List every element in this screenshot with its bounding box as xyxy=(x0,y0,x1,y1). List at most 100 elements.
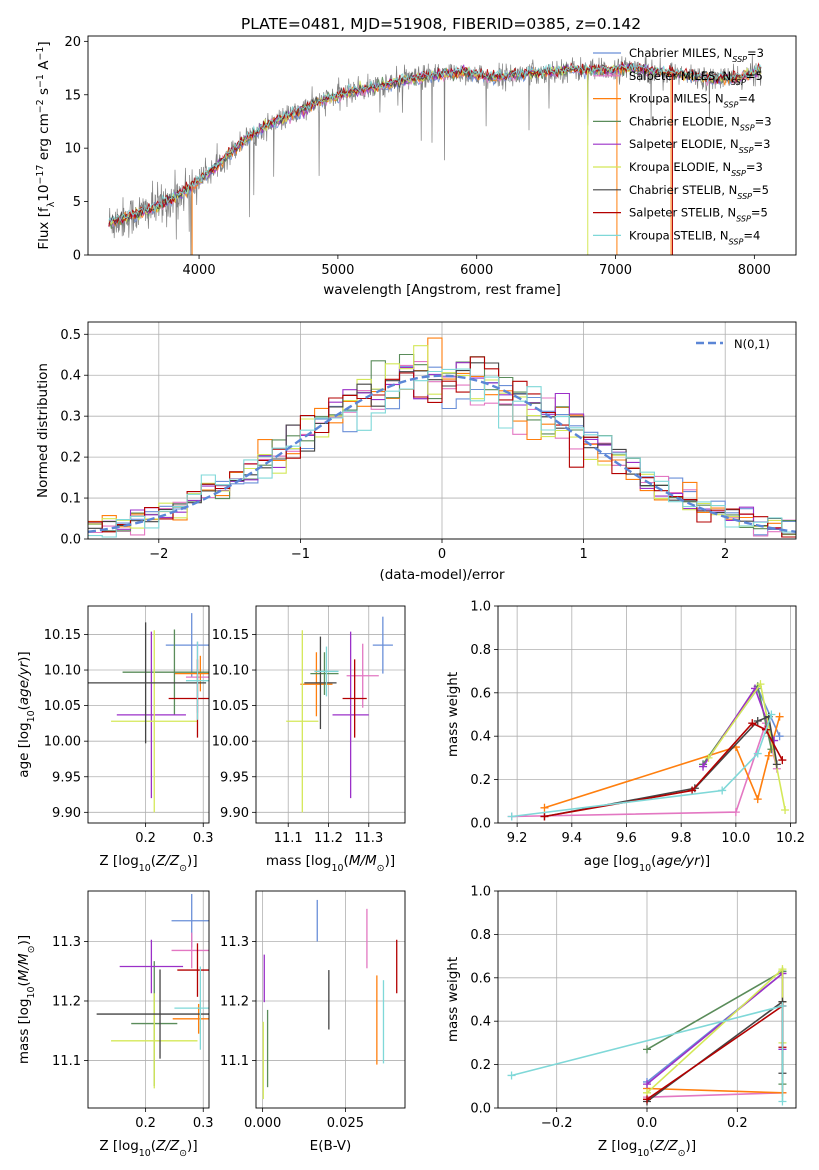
x-tick-label: −2 xyxy=(149,547,168,562)
y-tick-label: 11.1 xyxy=(220,1054,249,1069)
weight-line xyxy=(646,1004,784,1100)
normal-curve xyxy=(88,374,796,533)
model-spectrum-line xyxy=(108,62,762,224)
y-tick-label: 20 xyxy=(64,35,81,50)
y-tick-label: 11.3 xyxy=(220,935,249,950)
x-tick-label: 0 xyxy=(438,547,446,562)
spectrum-lines xyxy=(108,54,762,255)
axes-frame xyxy=(87,321,797,540)
legend-entry: Salpeter ELODIE, NSSP=3 xyxy=(629,137,770,155)
x-tick-label: 4000 xyxy=(183,263,216,278)
legend-entry: Kroupa MILES, NSSP=4 xyxy=(629,92,755,110)
y-tick-label: 11.3 xyxy=(52,935,81,950)
x-tick-label: 7000 xyxy=(599,263,632,278)
residuals-panel: −2 −1 0 1 2 0.0 0.1 0.2 0.3 0.4 0.5 (data-model)/er… xyxy=(35,321,797,583)
y-axis-label: age [log10(age/yr)] xyxy=(16,651,37,777)
weight-marker xyxy=(778,1097,787,1106)
weight-marker xyxy=(778,756,787,765)
legend: Chabrier MILES, NSSP=3 Salpeter MILES, NS… xyxy=(593,46,772,246)
weight-marker xyxy=(507,1071,516,1080)
residual-histogram xyxy=(88,356,796,538)
x-tick-label: 11.1 xyxy=(274,831,303,846)
y-tick-label: 0.8 xyxy=(470,643,491,658)
x-axis-label: Z [log10(Z/Z⊙)] xyxy=(99,853,197,874)
x-tick-label: 0.000 xyxy=(244,1116,281,1131)
weight-marker xyxy=(643,1045,651,1054)
y-tick-label: 0.0 xyxy=(60,533,81,548)
errorbar-group xyxy=(88,613,209,813)
axes-frame xyxy=(255,890,406,1109)
x-tick-label: 1 xyxy=(579,547,587,562)
weight-marker xyxy=(699,762,708,771)
weight-marker xyxy=(748,719,757,728)
weight-line xyxy=(511,714,773,818)
x-axis-label: mass [log10(M/M⊙)] xyxy=(266,853,395,874)
y-tick-label: 9.90 xyxy=(220,806,249,821)
x-tick-label: 2 xyxy=(721,547,729,562)
y-tick-label: 0.6 xyxy=(470,686,491,701)
x-axis-label: age [log10(age/yr)] xyxy=(584,853,710,874)
age-vs-mass-panel: 11.1 11.2 11.3 9.90 9.95 10.00 10.05 10.10 10.15… xyxy=(212,605,406,874)
weight-line xyxy=(646,967,784,1094)
y-tick-label: 0.4 xyxy=(470,730,491,745)
legend-entry: Salpeter MILES, NSSP=5 xyxy=(629,69,763,87)
residual-histogram xyxy=(88,368,796,538)
x-axis-label: (data-model)/error xyxy=(379,567,505,583)
axes-frame xyxy=(255,605,406,824)
weight-line xyxy=(511,720,778,818)
weight-marker xyxy=(507,812,516,821)
weight-marker xyxy=(775,712,784,721)
y-tick-label: 0.5 xyxy=(60,328,81,343)
weight-marker xyxy=(772,760,781,769)
weight-marker xyxy=(643,1095,651,1104)
x-tick-label: 9.6 xyxy=(616,831,637,846)
x-tick-label: 8000 xyxy=(738,263,771,278)
weight-lines xyxy=(507,965,787,1106)
y-tick-label: 0.2 xyxy=(470,773,491,788)
weight-marker xyxy=(764,751,773,760)
weight-line xyxy=(646,1000,784,1103)
weight-line xyxy=(702,684,773,765)
y-tick-label: 1.0 xyxy=(470,885,491,900)
weight-marker xyxy=(778,1002,787,1011)
x-tick-label: 6000 xyxy=(460,263,493,278)
y-tick-label: 11.2 xyxy=(220,994,249,1009)
y-tick-label: 0.3 xyxy=(60,410,81,425)
y-tick-label: 9.95 xyxy=(220,770,249,785)
histogram-group xyxy=(88,337,796,538)
y-tick-label: 15 xyxy=(64,88,81,103)
weight-marker xyxy=(775,732,784,741)
legend-entry: Chabrier MILES, NSSP=3 xyxy=(629,46,764,64)
x-tick-label: 0.2 xyxy=(135,831,156,846)
y-axis-label: Flux [fλ10−17 erg cm−2 s−1 A−1] xyxy=(35,41,57,249)
y-tick-label: 10.15 xyxy=(44,628,81,643)
mass-vs-extinction-panel: 0.000 0.025 11.1 11.2 11.3 E(B-V) xyxy=(220,890,406,1154)
y-axis-label: mass weight xyxy=(445,672,461,757)
y-tick-label: 10.15 xyxy=(212,628,249,643)
y-tick-label: 0.6 xyxy=(470,971,491,986)
y-tick-label: 10.05 xyxy=(212,699,249,714)
weight-marker xyxy=(753,717,762,726)
y-tick-label: 0.2 xyxy=(470,1058,491,1073)
weight-marker xyxy=(778,965,787,974)
weight-marker xyxy=(731,808,740,817)
x-tick-label: 9.8 xyxy=(671,831,692,846)
weight-marker xyxy=(540,803,549,812)
y-tick-label: 11.2 xyxy=(52,994,81,1009)
y-tick-label: 10.00 xyxy=(212,735,249,750)
y-tick-label: 0.1 xyxy=(60,492,81,507)
x-tick-label: 10.0 xyxy=(721,831,750,846)
weight-marker xyxy=(643,1080,651,1089)
legend-entry: Chabrier STELIB, NSSP=5 xyxy=(629,183,769,201)
weight-marker xyxy=(756,680,765,689)
weight-marker xyxy=(540,812,549,821)
y-tick-label: 1.0 xyxy=(470,600,491,615)
y-axis-label: mass [log10(M/M⊙)] xyxy=(16,935,37,1064)
x-tick-label: 0.2 xyxy=(135,1116,156,1131)
y-tick-label: 10 xyxy=(64,142,81,157)
x-tick-label: 11.3 xyxy=(354,831,383,846)
y-tick-label: 0.4 xyxy=(60,369,81,384)
y-tick-label: 0.0 xyxy=(470,1102,491,1117)
axes-frame xyxy=(87,35,797,256)
legend-entry: Salpeter STELIB, NSSP=5 xyxy=(629,206,768,224)
